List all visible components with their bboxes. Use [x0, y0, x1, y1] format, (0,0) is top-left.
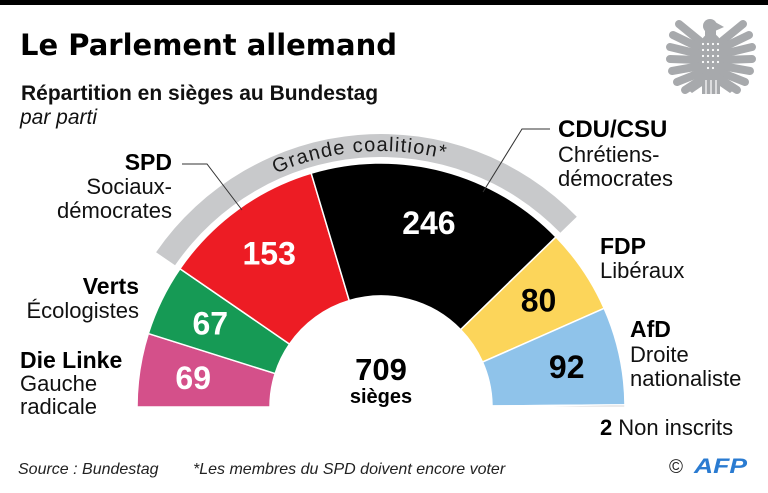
cdu-csu-leader-line: [482, 128, 550, 193]
party-label-die-linke: Die Linke Gauche radicale: [20, 347, 122, 419]
party-description: radicale: [20, 394, 97, 419]
hemicycle-segments: [136, 162, 626, 408]
afp-logo: AFP: [693, 455, 749, 478]
eagle-tail-stripes: [705, 80, 717, 94]
segment-cdu-csu: [310, 162, 557, 331]
party-description: démocrates: [558, 166, 673, 191]
total-seats-label: sièges: [350, 386, 412, 408]
party-description: Écologistes: [26, 298, 139, 323]
party-name: AfD: [630, 316, 671, 342]
eagle-left-wing: [666, 20, 709, 94]
party-description: Gauche: [20, 371, 97, 396]
page-title: Le Parlement allemand: [20, 28, 397, 62]
eagle-head: [703, 19, 717, 33]
coalition-band: [156, 134, 577, 266]
party-name: SPD: [125, 149, 172, 175]
eagle-beak: [715, 22, 724, 31]
hemicycle-value-labels: 69 67 153 246 80 92: [175, 205, 584, 396]
eagle-body-dots: [701, 42, 720, 70]
party-name: CDU/CSU: [558, 116, 667, 143]
source-note: Source : Bundestag: [18, 461, 159, 478]
value-label-verts: 67: [193, 306, 229, 342]
page-note: par parti: [19, 106, 98, 129]
spd-leader-line: [182, 163, 243, 211]
value-label-afd: 92: [549, 349, 585, 385]
party-description: Droite: [630, 342, 689, 367]
page-subtitle: Répartition en sièges au Bundestag: [21, 82, 378, 105]
party-description: démocrates: [57, 198, 172, 223]
value-label-fdp: 80: [521, 283, 557, 319]
party-label-spd: SPD Sociaux- démocrates: [57, 149, 172, 223]
non-inscrits-name: Non inscrits: [618, 415, 733, 440]
party-label-afd: AfD Droite nationaliste: [630, 316, 741, 391]
top-bar: [0, 0, 768, 5]
non-inscrits-seats: 2: [600, 415, 612, 440]
party-label-fdp: FDP Libéraux: [600, 233, 684, 283]
party-label-verts: Verts Écologistes: [26, 273, 139, 323]
value-label-spd: 153: [243, 235, 296, 271]
party-description: Libéraux: [600, 258, 684, 283]
party-description: Chrétiens-: [558, 142, 659, 167]
party-name: Verts: [83, 273, 139, 299]
eagle-right-claw: [717, 78, 735, 93]
party-description: nationaliste: [630, 366, 741, 391]
footnote: *Les membres du SPD doivent encore voter: [193, 461, 506, 478]
bundestag-eagle-icon: [666, 19, 756, 94]
party-label-non-inscrits: 2 Non inscrits: [600, 415, 733, 440]
eagle-neck: [705, 29, 716, 41]
value-label-die-linke: 69: [175, 360, 211, 396]
party-name: Die Linke: [20, 347, 122, 373]
party-description: Sociaux-: [86, 174, 172, 199]
segment-non-inscrits: [491, 404, 626, 408]
eagle-left-claw: [687, 78, 705, 93]
value-label-cdu-csu: 246: [402, 205, 455, 241]
copyright-icon: ©: [669, 457, 683, 478]
party-name: FDP: [600, 233, 646, 259]
total-seats-value: 709: [355, 352, 407, 387]
party-label-cdu-csu: CDU/CSU Chrétiens- démocrates: [558, 116, 673, 191]
